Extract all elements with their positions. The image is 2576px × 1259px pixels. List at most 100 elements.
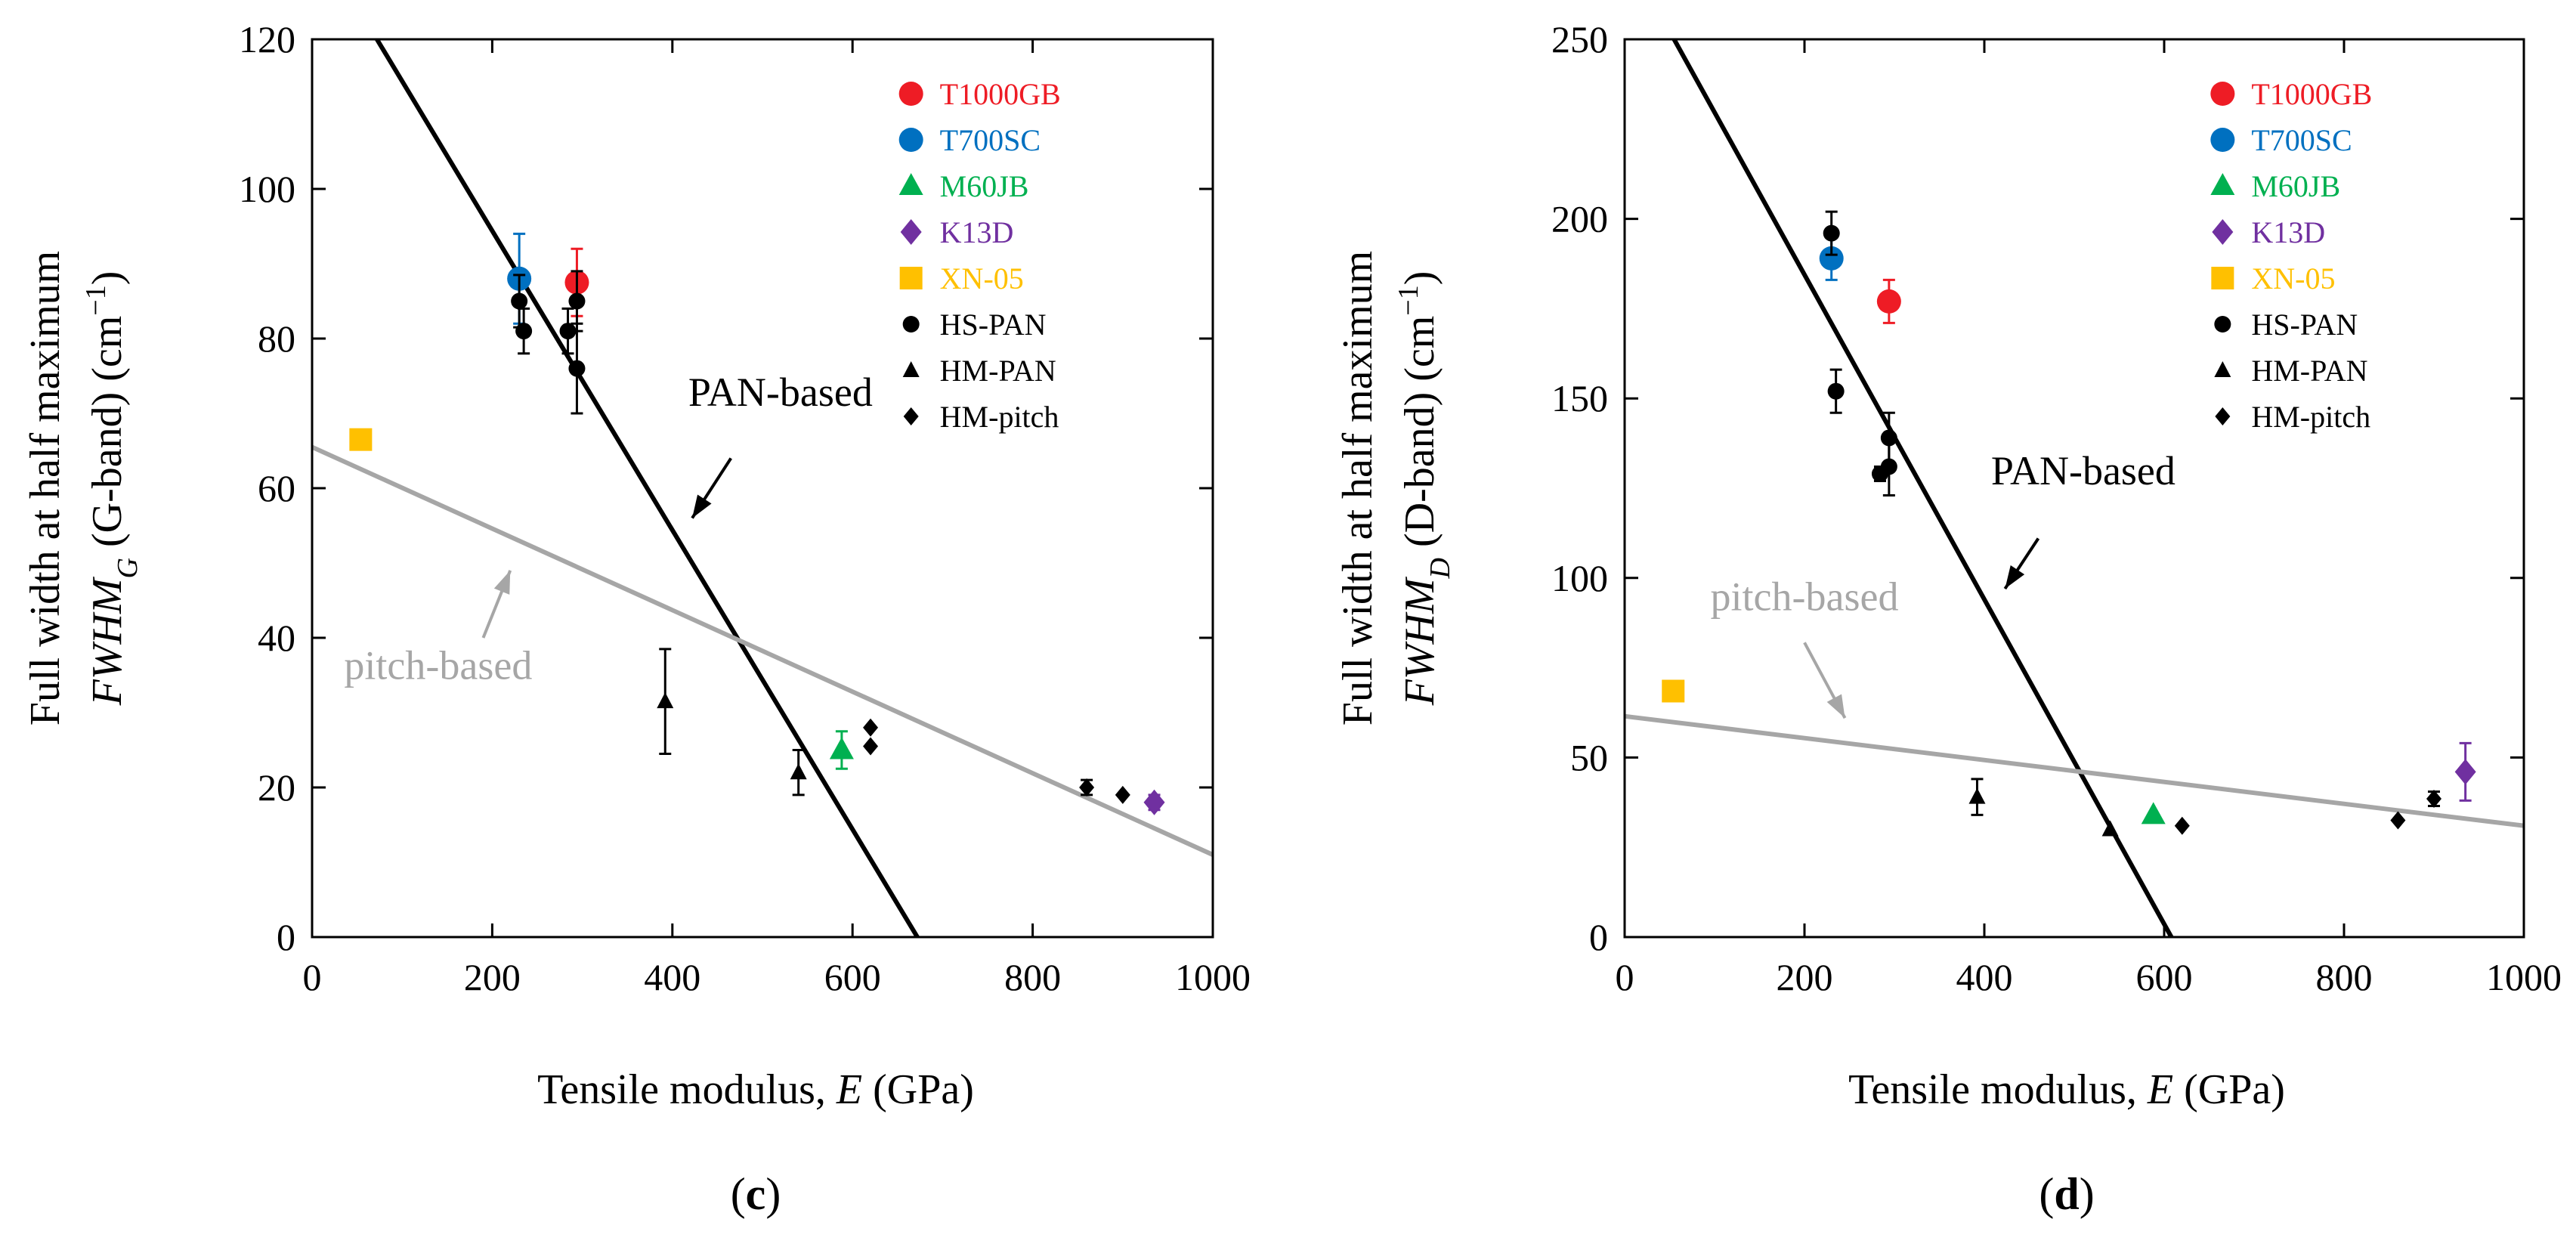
- plot-frame: [311, 38, 1214, 939]
- annotation-arrow-head: [2005, 565, 2025, 589]
- legend-label-m60jb: M60JB: [2251, 169, 2340, 203]
- y-axis-title-band: (D-band) (cm: [1396, 316, 1443, 558]
- series-hm-pitch: [2174, 790, 2441, 835]
- data-point-t1000gb: [1876, 289, 1901, 314]
- y-tick-label: 150: [1551, 377, 1608, 419]
- y-axis-title-band: (G-band) (cm: [84, 316, 131, 558]
- x-tick-label: 200: [1777, 956, 1833, 998]
- series-m60jb: [829, 730, 854, 770]
- series-k13d: [2454, 741, 2476, 802]
- y-tick-label: 100: [239, 168, 295, 210]
- y-tick-label: 100: [1551, 557, 1608, 599]
- data-point-hs-pan: [1880, 458, 1897, 475]
- data-point-hs-pan: [559, 323, 577, 340]
- y-tick-label: 0: [1589, 916, 1608, 958]
- legend-marker-hs-pan: [2214, 316, 2231, 333]
- panel-label-open: (: [731, 1169, 746, 1219]
- data-point-hs-pan: [511, 292, 528, 310]
- x-axis-title: Tensile modulus, E (GPa): [1848, 1066, 2285, 1113]
- legend-marker-hs-pan: [902, 316, 920, 333]
- legend-label-hm-pan: HM-PAN: [940, 354, 1056, 388]
- x-tick-label: 200: [464, 956, 521, 998]
- x-axis-title-part: E: [2147, 1066, 2173, 1113]
- y-tick-label: 120: [239, 18, 295, 60]
- data-point-xn-05: [1662, 679, 1685, 703]
- legend-marker-hm-pan: [2214, 361, 2231, 377]
- y-tick-label: 50: [1570, 736, 1608, 778]
- legend: T1000GB T700SC M60JB K13D XN-05 HS-PAN HM-PAN H…: [898, 77, 1061, 434]
- legend-label-k13d: K13D: [2251, 215, 2325, 249]
- y-axis-title-subscript: D: [1424, 558, 1456, 579]
- legend-marker-m60jb: [898, 173, 923, 195]
- series-hm-pitch: [863, 718, 1130, 804]
- legend: T1000GB T700SC M60JB K13D XN-05 HS-PAN HM-PAN H…: [2210, 77, 2372, 434]
- data-point-hm-pan: [657, 692, 674, 709]
- legend-marker-t1000gb: [2210, 82, 2235, 106]
- x-tick-label: 400: [644, 956, 700, 998]
- y-tick-label: 250: [1551, 18, 1608, 60]
- y-axis-title-fwhm: FWHM: [84, 576, 131, 706]
- data-point-hm-pitch: [863, 718, 879, 737]
- trend-line-pan-based: [1671, 39, 2174, 937]
- data-point-hm-pitch: [2174, 816, 2190, 835]
- data-point-hm-pitch: [1115, 785, 1130, 804]
- x-tick-label: 1000: [1175, 956, 1251, 998]
- legend-label-hm-pan: HM-PAN: [2251, 354, 2367, 388]
- legend-marker-k13d: [2212, 219, 2234, 245]
- legend-marker-hm-pitch: [2215, 407, 2231, 425]
- y-axis-title-line2: FWHMD (D-band) (cm−1): [1393, 271, 1456, 707]
- legend-marker-xn-05: [899, 267, 923, 289]
- panel-label: (d): [2039, 1169, 2094, 1219]
- y-axis-title-subscript: G: [112, 558, 144, 578]
- data-point-m60jb: [2141, 802, 2166, 824]
- x-tick-label: 600: [824, 956, 881, 998]
- legend-label-t700sc: T700SC: [2251, 123, 2352, 157]
- legend-marker-t700sc: [898, 128, 923, 152]
- series-hs-pan: [1823, 210, 1897, 497]
- legend-marker-k13d: [900, 219, 922, 245]
- series-xn-05: [1662, 679, 1685, 703]
- series-k13d: [1143, 789, 1165, 815]
- x-tick-label: 800: [1004, 956, 1061, 998]
- legend-marker-xn-05: [2211, 267, 2234, 289]
- legend-label-k13d: K13D: [940, 215, 1014, 249]
- data-point-m60jb: [829, 737, 854, 759]
- annotation-pan-based: PAN-based: [1991, 448, 2176, 493]
- y-tick-label: 0: [277, 916, 295, 958]
- data-point-hm-pitch: [1079, 778, 1095, 797]
- x-axis-title-part: E: [836, 1066, 862, 1113]
- x-axis-title-part: (GPa): [2173, 1066, 2285, 1113]
- y-axis-title-line1: Full width at half maximum: [1334, 251, 1381, 725]
- legend-marker-hm-pitch: [903, 407, 919, 425]
- series-xn-05: [349, 428, 373, 451]
- series-t1000gb: [1876, 278, 1901, 324]
- annotation-arrow-head: [1826, 694, 1845, 719]
- y-axis-title-line1: Full width at half maximum: [22, 251, 69, 725]
- legend-label-t1000gb: T1000GB: [2251, 77, 2372, 111]
- y-tick-label: 20: [258, 766, 295, 809]
- x-axis-title-part: (GPa): [862, 1066, 974, 1113]
- data-point-t700sc: [1819, 246, 1844, 271]
- legend-label-xn-05: XN-05: [2251, 261, 2335, 295]
- x-axis-title-part: Tensile modulus,: [537, 1066, 837, 1113]
- x-tick-label: 400: [1956, 956, 2013, 998]
- data-point-hm-pan: [1968, 787, 1986, 804]
- legend-label-hm-pitch: HM-pitch: [2251, 400, 2370, 434]
- data-point-hm-pitch: [2426, 790, 2441, 809]
- panel-label-open: (: [2039, 1169, 2054, 1219]
- data-point-hm-pitch: [863, 737, 879, 756]
- data-point-hm-pitch: [2390, 811, 2406, 830]
- legend-label-xn-05: XN-05: [940, 261, 1024, 295]
- legend-label-m60jb: M60JB: [940, 169, 1029, 203]
- x-tick-label: 0: [303, 956, 322, 998]
- trend-line-pitch-based: [312, 444, 1213, 857]
- legend-label-hs-pan: HS-PAN: [2251, 308, 2358, 342]
- x-tick-label: 1000: [2486, 956, 2562, 998]
- data-point-hs-pan: [568, 292, 586, 310]
- plot-frame: [1623, 38, 2525, 939]
- series-hm-pan: [1968, 778, 2119, 837]
- x-axis-title: Tensile modulus, E (GPa): [537, 1066, 974, 1113]
- y-axis-title-superscript: −1: [80, 285, 112, 315]
